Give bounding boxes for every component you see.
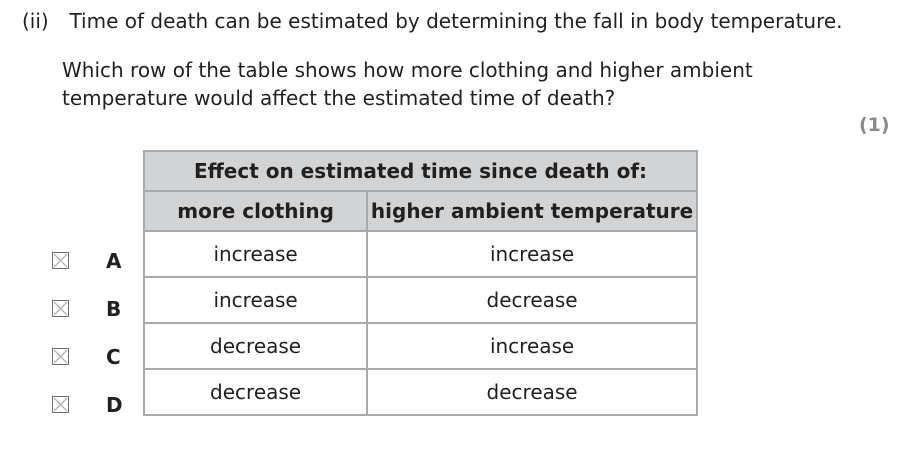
cell-higher-ambient-temperature: decrease [366, 276, 698, 324]
cell-more-clothing: increase [142, 230, 369, 278]
marks-label: (1) [859, 114, 890, 136]
question-number: (ii) [22, 9, 49, 33]
option-b[interactable]: B [52, 297, 127, 321]
cell-more-clothing: decrease [142, 368, 369, 416]
column-header-higher-ambient-temperature: higher ambient temperature [366, 190, 698, 232]
table-row: increase decrease [142, 276, 698, 324]
table-row: decrease decrease [142, 368, 698, 416]
option-c[interactable]: C [52, 345, 127, 369]
answer-table: Effect on estimated time since death of:… [142, 150, 698, 416]
option-d[interactable]: D [52, 393, 127, 417]
question-line-2: Which row of the table shows how more cl… [62, 58, 753, 82]
checkbox-icon[interactable] [52, 300, 69, 317]
cell-higher-ambient-temperature: increase [366, 230, 698, 278]
table-header: Effect on estimated time since death of: [143, 150, 698, 192]
checkbox-icon[interactable] [52, 252, 69, 269]
question-line-3: temperature would affect the estimated t… [62, 86, 616, 110]
option-letter: B [106, 297, 122, 321]
checkbox-icon[interactable] [52, 348, 69, 365]
cell-higher-ambient-temperature: increase [366, 322, 698, 370]
column-header-more-clothing: more clothing [142, 190, 369, 232]
question-text-1: Time of death can be estimated by determ… [69, 9, 843, 33]
table-row: decrease increase [142, 322, 698, 370]
option-letter: A [106, 249, 122, 273]
question-line-1: (ii) Time of death can be estimated by d… [22, 9, 843, 33]
option-a[interactable]: A [52, 249, 127, 273]
cell-more-clothing: increase [142, 276, 369, 324]
option-letter: C [106, 345, 121, 369]
checkbox-icon[interactable] [52, 396, 69, 413]
cell-more-clothing: decrease [142, 322, 369, 370]
table-row: increase increase [142, 230, 698, 278]
cell-higher-ambient-temperature: decrease [366, 368, 698, 416]
option-letter: D [106, 393, 123, 417]
